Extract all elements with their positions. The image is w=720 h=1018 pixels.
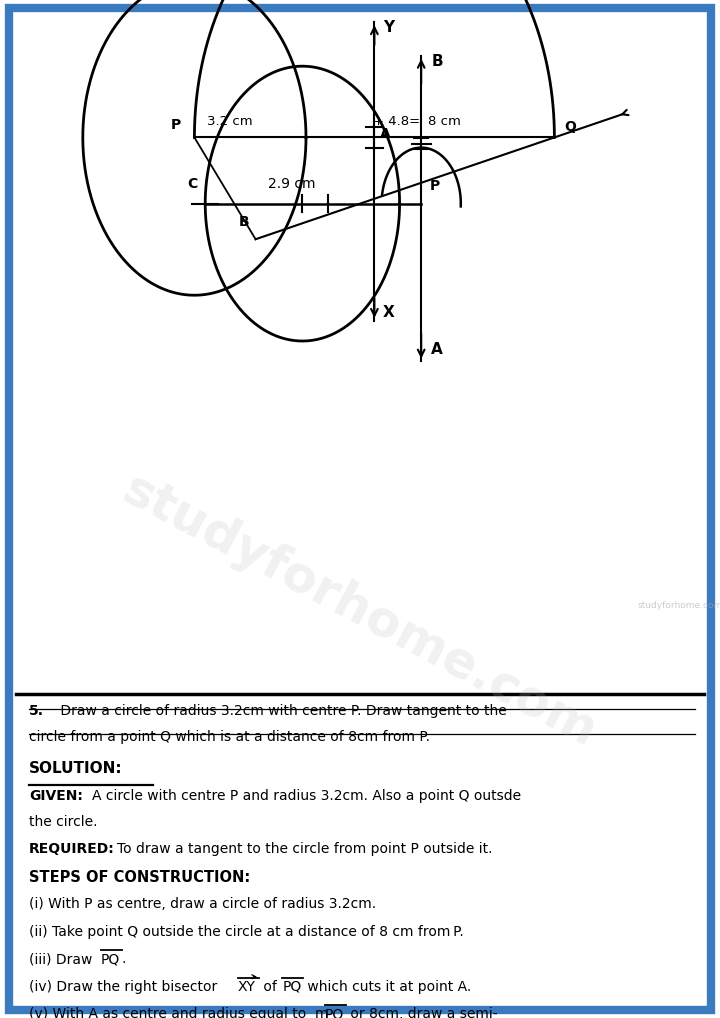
Text: 8 cm: 8 cm xyxy=(428,115,462,128)
Text: the circle.: the circle. xyxy=(29,815,97,829)
Text: B: B xyxy=(431,54,443,68)
Text: Y: Y xyxy=(383,20,394,35)
Text: studyforhome.com: studyforhome.com xyxy=(637,602,720,610)
Text: P: P xyxy=(430,179,440,193)
Text: of: of xyxy=(259,979,282,994)
Text: PQ: PQ xyxy=(325,1008,344,1018)
Text: or 8cm, draw a semi-: or 8cm, draw a semi- xyxy=(346,1008,498,1018)
Text: studyforhome.com: studyforhome.com xyxy=(114,465,606,756)
Text: A circle with centre P and radius 3.2cm. Also a point Q outsde: A circle with centre P and radius 3.2cm.… xyxy=(92,790,521,803)
Text: STEPS OF CONSTRUCTION:: STEPS OF CONSTRUCTION: xyxy=(29,869,250,885)
Text: 5.: 5. xyxy=(29,704,44,719)
Text: PQ: PQ xyxy=(282,979,302,994)
Text: SOLUTION:: SOLUTION: xyxy=(29,761,122,776)
Text: A: A xyxy=(380,127,391,142)
Text: Draw a circle of radius 3.2cm with centre P. Draw tangent to the: Draw a circle of radius 3.2cm with centr… xyxy=(56,704,507,719)
Text: P: P xyxy=(171,118,181,132)
Text: C: C xyxy=(188,177,198,191)
Text: (v) With A as centre and radius equal to: (v) With A as centre and radius equal to xyxy=(29,1008,310,1018)
Text: B: B xyxy=(239,215,250,229)
Text: circle from a point Q which is at a distance of 8cm from P.: circle from a point Q which is at a dist… xyxy=(29,731,430,744)
Text: Q: Q xyxy=(564,120,576,134)
Text: (i) With P as centre, draw a circle of radius 3.2cm.: (i) With P as centre, draw a circle of r… xyxy=(29,898,376,911)
Text: which cuts it at point A.: which cuts it at point A. xyxy=(303,979,472,994)
Text: A: A xyxy=(431,342,443,356)
Text: 2.9 cm: 2.9 cm xyxy=(268,177,315,191)
Text: GIVEN:: GIVEN: xyxy=(29,790,83,803)
Text: X: X xyxy=(383,305,395,320)
Text: 3.2 cm: 3.2 cm xyxy=(207,115,253,128)
Text: (ii) Take point Q outside the circle at a distance of 8 cm from P.: (ii) Take point Q outside the circle at … xyxy=(29,925,464,939)
Text: REQUIRED:: REQUIRED: xyxy=(29,843,114,856)
Text: (iii) Draw: (iii) Draw xyxy=(29,953,96,966)
Text: (iv) Draw the right bisector: (iv) Draw the right bisector xyxy=(29,979,222,994)
Text: To draw a tangent to the circle from point P outside it.: To draw a tangent to the circle from poi… xyxy=(117,843,493,856)
Text: .: . xyxy=(122,953,126,966)
Text: PQ: PQ xyxy=(101,953,120,966)
Text: + 4.8=: + 4.8= xyxy=(373,115,420,128)
Text: XY: XY xyxy=(238,979,256,994)
Text: m: m xyxy=(315,1008,328,1018)
